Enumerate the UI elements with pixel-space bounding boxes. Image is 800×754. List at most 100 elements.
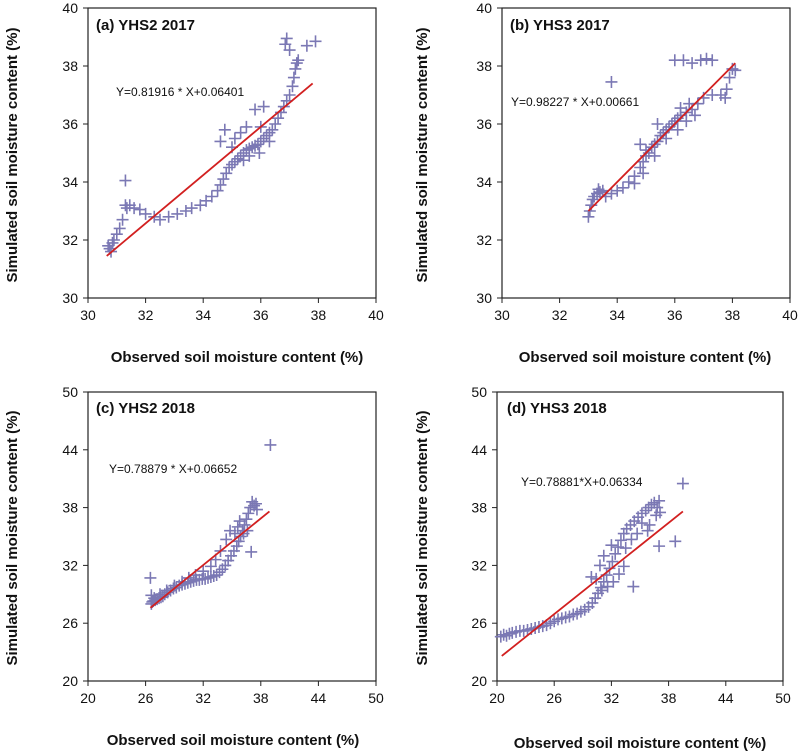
x-tick-label: 44: [718, 690, 734, 706]
data-point: [605, 75, 618, 88]
plot-area-d: 20 26 32 38 44 50 20 26 32 38 44 50: [471, 384, 791, 706]
x-tick-label: 38: [253, 690, 269, 706]
x-axis-title-d: Observed soil moisture content (%): [514, 735, 767, 752]
panel-b: 30 32 34 36 38 40 30 32 34 36 38 40 (b) YHS3 2017 Y…: [414, 0, 798, 366]
data-point: [719, 91, 732, 104]
data-point: [266, 123, 279, 136]
data-point: [283, 89, 296, 101]
data-point: [116, 213, 129, 226]
y-tick-label: 44: [62, 442, 78, 458]
data-point: [669, 535, 682, 548]
data-point: [723, 71, 736, 84]
x-tick-label: 32: [552, 307, 568, 323]
data-point: [683, 97, 696, 110]
data-point: [625, 533, 638, 546]
data-point: [260, 129, 273, 142]
data-point: [107, 234, 120, 246]
x-tick-label: 38: [311, 307, 327, 323]
y-tick-label: 40: [62, 0, 78, 16]
data-point: [202, 571, 214, 584]
panel-a: 30 32 34 36 38 40 30 32 34 36 38 40 (a) YHS2 2017 Y…: [4, 0, 384, 366]
data-point: [250, 497, 262, 510]
y-tick-label: 38: [62, 500, 78, 516]
data-point: [582, 210, 595, 223]
x-tick-label: 26: [546, 690, 562, 706]
x-tick-label: 36: [667, 307, 683, 323]
data-point: [226, 158, 238, 171]
data-point: [257, 132, 270, 145]
data-point: [663, 120, 676, 133]
data-point: [597, 549, 610, 562]
data-point: [290, 57, 303, 70]
data-point: [729, 64, 742, 77]
data-point: [688, 109, 701, 122]
y-tick-label: 26: [62, 615, 78, 631]
data-point: [617, 527, 630, 540]
data-point: [214, 178, 227, 191]
y-tick-label: 20: [62, 673, 78, 689]
data-point: [653, 540, 666, 553]
data-point: [700, 52, 713, 65]
y-tick-label: 36: [476, 116, 492, 132]
data-point: [231, 152, 244, 165]
regression-equation-b: Y=0.98227 * X+0.00661: [511, 95, 639, 109]
data-point: [651, 501, 664, 514]
data-point: [596, 184, 609, 197]
data-point: [593, 559, 606, 572]
data-point: [213, 566, 226, 579]
data-point: [642, 147, 655, 159]
y-tick-label: 34: [476, 174, 492, 190]
y-tick-label: 32: [476, 232, 492, 248]
data-point: [617, 560, 630, 573]
data-point: [148, 592, 161, 605]
data-point: [309, 35, 322, 48]
data-point: [220, 533, 233, 546]
y-tick-label: 20: [471, 673, 487, 689]
x-tick-label: 32: [195, 690, 211, 706]
data-point: [185, 202, 198, 215]
panel-d: 20 26 32 38 44 50 20 26 32 38 44 50 (d) YHS3 2018 Y…: [414, 384, 791, 752]
data-point: [234, 530, 247, 543]
y-tick-label: 38: [62, 58, 78, 74]
data-point: [110, 228, 123, 241]
data-point: [634, 161, 647, 174]
data-point: [242, 507, 255, 520]
y-tick-label: 32: [62, 557, 78, 573]
panel-title-a: (a) YHS2 2017: [96, 17, 195, 34]
data-point: [654, 129, 667, 142]
data-point: [241, 524, 254, 537]
data-point: [218, 123, 231, 136]
data-point: [680, 115, 693, 128]
x-tick-label: 20: [489, 690, 505, 706]
regression-line: [501, 510, 684, 657]
data-point: [204, 570, 217, 583]
x-tick-label: 20: [80, 690, 96, 706]
x-axis-title-b: Observed soil moisture content (%): [519, 349, 772, 366]
data-point: [204, 560, 217, 573]
data-point: [634, 138, 647, 151]
y-axis-title-a: Simulated soil moisture content (%): [4, 27, 21, 282]
data-point: [494, 630, 507, 643]
data-point: [283, 44, 296, 57]
data-point: [210, 569, 223, 582]
plot-area-c: 20 26 32 38 44 50 20 26 32 38 44 50: [62, 384, 384, 706]
data-point: [503, 627, 516, 640]
data-point: [639, 504, 652, 517]
y-axis-title-d: Simulated soil moisture content (%): [414, 410, 431, 665]
data-point: [199, 572, 212, 585]
data-point: [300, 39, 313, 52]
data-point: [594, 581, 607, 594]
data-point: [272, 112, 285, 125]
data-point: [706, 54, 719, 67]
data-point: [694, 54, 707, 67]
data-point: [674, 102, 687, 115]
data-point: [289, 62, 302, 75]
data-point: [648, 149, 661, 162]
data-point: [228, 527, 241, 540]
data-point: [650, 509, 663, 522]
data-point: [233, 515, 246, 528]
y-tick-label: 50: [471, 384, 487, 400]
data-point: [240, 144, 253, 157]
data-point: [119, 174, 132, 187]
